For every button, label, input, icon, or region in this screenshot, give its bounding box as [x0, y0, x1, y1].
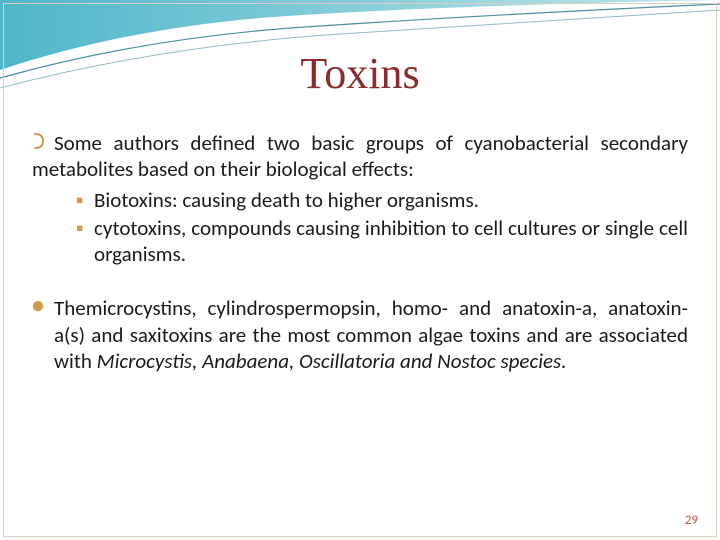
slide-body: Some authors defined two basic groups of…	[32, 130, 688, 374]
paragraph-2-italic: Microcystis, Anabaena, Oscillatoria and …	[97, 348, 567, 374]
page-number: 29	[685, 513, 698, 528]
bullet-curl-icon	[32, 130, 54, 156]
sub-bullet-list: Biotoxins: causing death to higher organ…	[76, 187, 688, 268]
sub-bullet-item: cytotoxins, compounds causing inhibition…	[76, 215, 688, 268]
paragraph-2: • Themicrocystins, cylindrospermopsin, h…	[32, 295, 688, 374]
bullet-dot-icon: •	[32, 291, 44, 321]
slide-title: Toxins	[0, 48, 720, 99]
paragraph-1: Some authors defined two basic groups of…	[32, 130, 688, 267]
paragraph-1-text: Some authors defined two basic groups of…	[32, 130, 688, 182]
sub-bullet-item: Biotoxins: causing death to higher organ…	[76, 187, 688, 213]
